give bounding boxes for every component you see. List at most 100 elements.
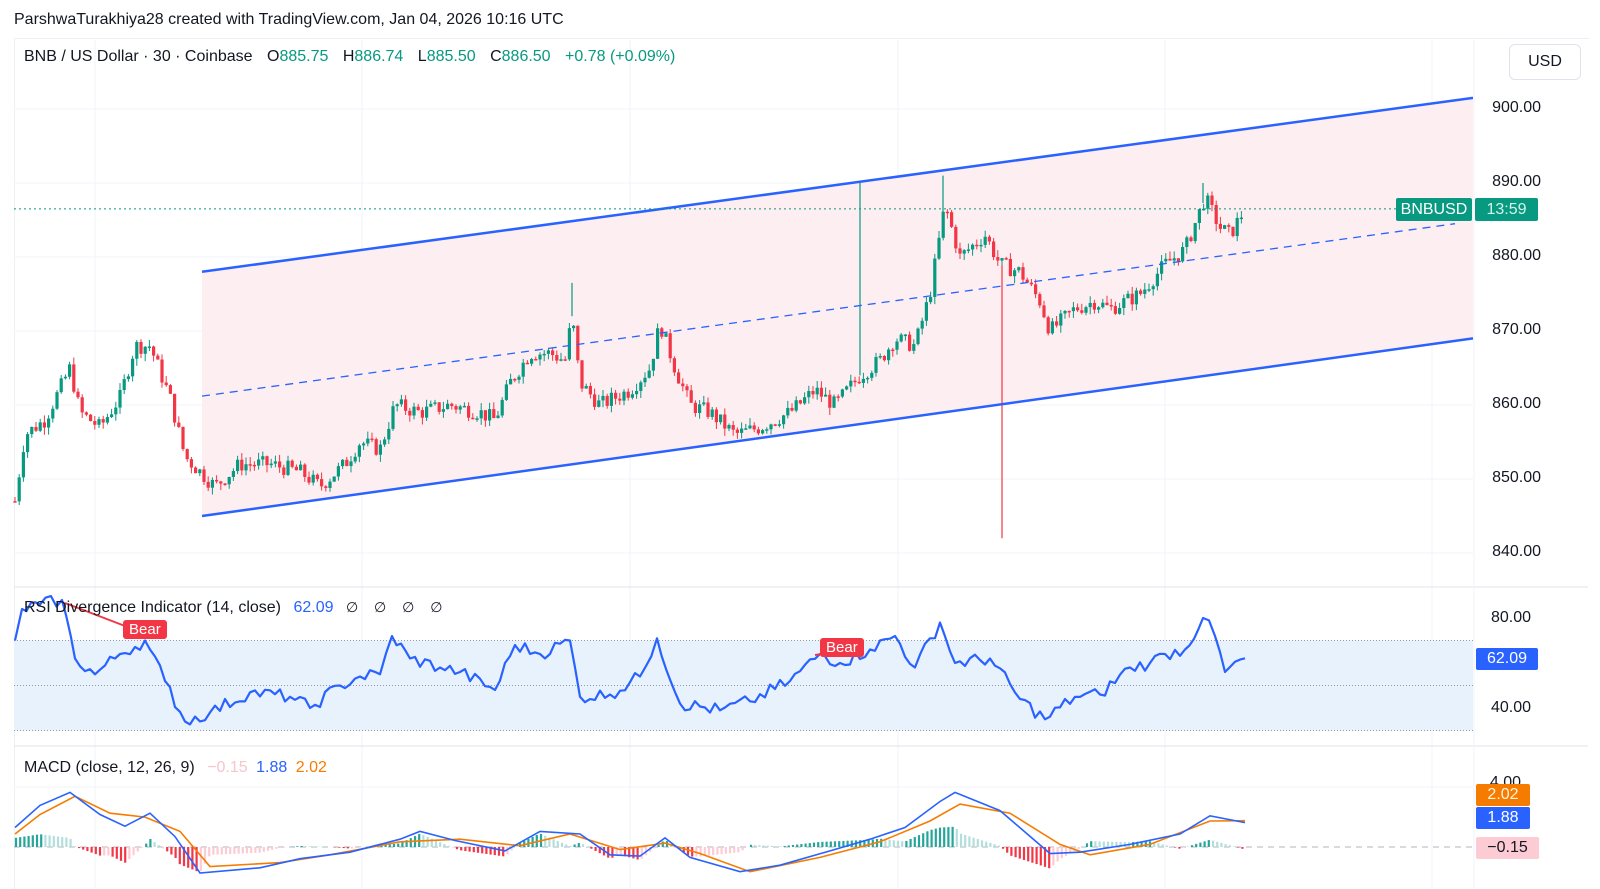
candle-body: [786, 407, 790, 416]
candle-body: [1025, 279, 1029, 283]
candle-body: [185, 449, 189, 460]
candle-body: [72, 364, 76, 392]
candle-body: [441, 409, 445, 412]
candle-body: [626, 391, 630, 398]
candle-body: [790, 407, 794, 411]
macd-signal-tag: 2.02: [1476, 784, 1530, 806]
price-axis-label: 900.00: [1492, 99, 1541, 116]
macd-histogram-value: −0.15: [207, 759, 248, 776]
currency-button[interactable]: USD: [1509, 44, 1581, 80]
candle-body: [261, 456, 265, 460]
candle-body: [534, 358, 538, 361]
candle-body: [576, 325, 580, 361]
candle-body: [93, 421, 97, 425]
rsi-title[interactable]: RSI Divergence Indicator (14, close): [24, 599, 281, 616]
candle-body: [714, 409, 718, 423]
candle-body: [996, 257, 1000, 261]
candle-body: [727, 425, 731, 429]
candle-body: [761, 430, 765, 434]
last-price-countdown-tag: 13:59: [1475, 198, 1538, 221]
macd-signal-line: [14, 795, 1246, 873]
candle-body: [1164, 258, 1168, 262]
ohlc-low: L885.50: [417, 48, 476, 65]
candle-body: [387, 428, 391, 440]
candle-body: [286, 460, 290, 475]
candle-body: [42, 422, 46, 428]
candle-body: [1172, 258, 1176, 261]
candle-body: [269, 463, 273, 466]
candle-body: [76, 391, 80, 398]
price-axis-label: 860.00: [1492, 395, 1541, 412]
candle-body: [689, 390, 693, 403]
candle-body: [181, 426, 185, 450]
candle-body: [391, 406, 395, 429]
candle-body: [156, 355, 160, 360]
candle-body: [488, 409, 492, 421]
candle-body: [63, 376, 67, 379]
candle-body: [84, 412, 88, 415]
candle-body: [1139, 290, 1143, 294]
candle-body: [849, 380, 853, 387]
candle-body: [177, 422, 181, 427]
last-price-symbol-tag: BNBUSD: [1396, 198, 1472, 221]
candle-body: [55, 392, 59, 409]
ohlc-close: C886.50: [490, 48, 551, 65]
macd-title[interactable]: MACD (close, 12, 26, 9): [24, 759, 195, 776]
candle-body: [500, 399, 504, 416]
candle-body: [1202, 208, 1206, 211]
candle-body: [937, 237, 941, 259]
candle-body: [353, 456, 357, 462]
candle-body: [114, 407, 118, 415]
candle-body: [1004, 258, 1008, 260]
candle-body: [1029, 282, 1033, 285]
price-axis-label: 840.00: [1492, 543, 1541, 560]
candle-body: [1227, 225, 1231, 227]
candle-body: [756, 429, 760, 434]
candle-body: [824, 394, 828, 397]
candle-body: [446, 403, 450, 410]
candle-body: [173, 393, 177, 423]
candle-body: [454, 406, 458, 410]
symbol-title[interactable]: BNB / US Dollar · 30 · Coinbase: [24, 48, 253, 65]
candle-body: [311, 474, 315, 483]
candle-body: [1239, 217, 1243, 220]
candle-body: [975, 244, 979, 247]
candle-body: [509, 378, 513, 385]
candle-body: [1097, 307, 1101, 310]
candle-body: [630, 394, 634, 398]
candle-body: [1231, 226, 1235, 237]
candle-body: [1206, 195, 1210, 209]
candle-body: [471, 417, 475, 420]
candle-body: [479, 410, 483, 419]
candle-body: [971, 244, 975, 250]
candle-body: [1034, 284, 1038, 295]
candle-body: [189, 459, 193, 468]
candle-body: [227, 476, 231, 485]
candle-body: [252, 464, 256, 467]
candle-body: [735, 429, 739, 433]
candle-body: [34, 427, 38, 431]
candle-body: [395, 404, 399, 407]
candle-body: [651, 358, 655, 371]
candle-body: [950, 212, 954, 227]
candle-body: [1071, 307, 1075, 312]
candle-body: [51, 408, 55, 419]
candle-body: [257, 459, 261, 466]
candle-body: [416, 406, 420, 411]
candle-body: [404, 399, 408, 411]
candle-body: [903, 334, 907, 337]
candle-body: [698, 404, 702, 414]
candle-body: [231, 471, 235, 477]
candle-body: [878, 356, 882, 358]
candle-body: [983, 236, 987, 245]
candle-body: [924, 302, 928, 321]
candle-body: [412, 406, 416, 416]
rsi-line: [13, 595, 1246, 726]
candle-body: [1210, 195, 1214, 205]
candle-body: [1130, 293, 1134, 305]
candle-body: [731, 425, 735, 430]
channel-upper-line: [201, 96, 1474, 274]
candle-body: [328, 481, 332, 489]
ohlc-open: O885.75: [266, 48, 329, 65]
